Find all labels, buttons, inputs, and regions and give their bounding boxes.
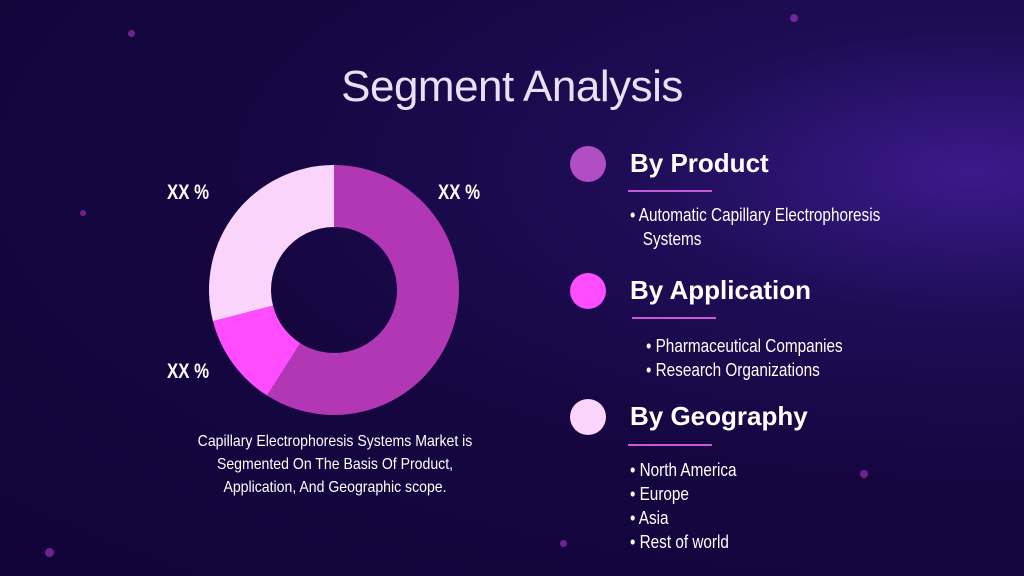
circle-icon	[570, 273, 606, 309]
circle-icon	[570, 146, 606, 182]
decor-dot	[860, 470, 868, 478]
decor-dot	[80, 210, 86, 216]
segment-heading: By Application	[630, 275, 812, 305]
segment-items: • Pharmaceutical Companies • Research Or…	[646, 334, 843, 382]
divider	[628, 444, 712, 446]
data-label: XX %	[167, 181, 210, 204]
decor-dot	[560, 540, 567, 547]
segment-heading: By Geography	[630, 401, 808, 431]
donut-slice	[212, 305, 301, 396]
divider	[632, 317, 716, 319]
list-item: • Automatic Capillary Electrophoresis	[630, 205, 881, 225]
list-item: • Research Organizations	[646, 360, 820, 380]
decor-dot	[790, 14, 798, 22]
list-item: • Asia	[630, 508, 669, 528]
page-title: Segment Analysis	[341, 62, 683, 111]
circle-icon	[570, 399, 606, 435]
donut-slice	[209, 165, 334, 322]
list-item: • Europe	[630, 484, 689, 504]
decor-dot	[45, 548, 54, 557]
divider	[628, 190, 712, 192]
donut-slice	[267, 165, 459, 415]
segment-items: • Automatic Capillary Electrophoresis Sy…	[630, 203, 880, 251]
chart-caption: Capillary Electrophoresis Systems Market…	[197, 433, 473, 496]
data-label: XX %	[167, 360, 210, 383]
segment-items: • North America • Europe • Asia • Rest o…	[630, 458, 737, 554]
segment-heading: By Product	[630, 148, 769, 178]
list-item: • Rest of world	[630, 532, 729, 552]
list-item: • North America	[630, 460, 737, 480]
list-item: Systems	[630, 229, 702, 249]
decor-dot	[128, 30, 135, 37]
data-label: XX %	[438, 181, 481, 204]
list-item: • Pharmaceutical Companies	[646, 336, 843, 356]
